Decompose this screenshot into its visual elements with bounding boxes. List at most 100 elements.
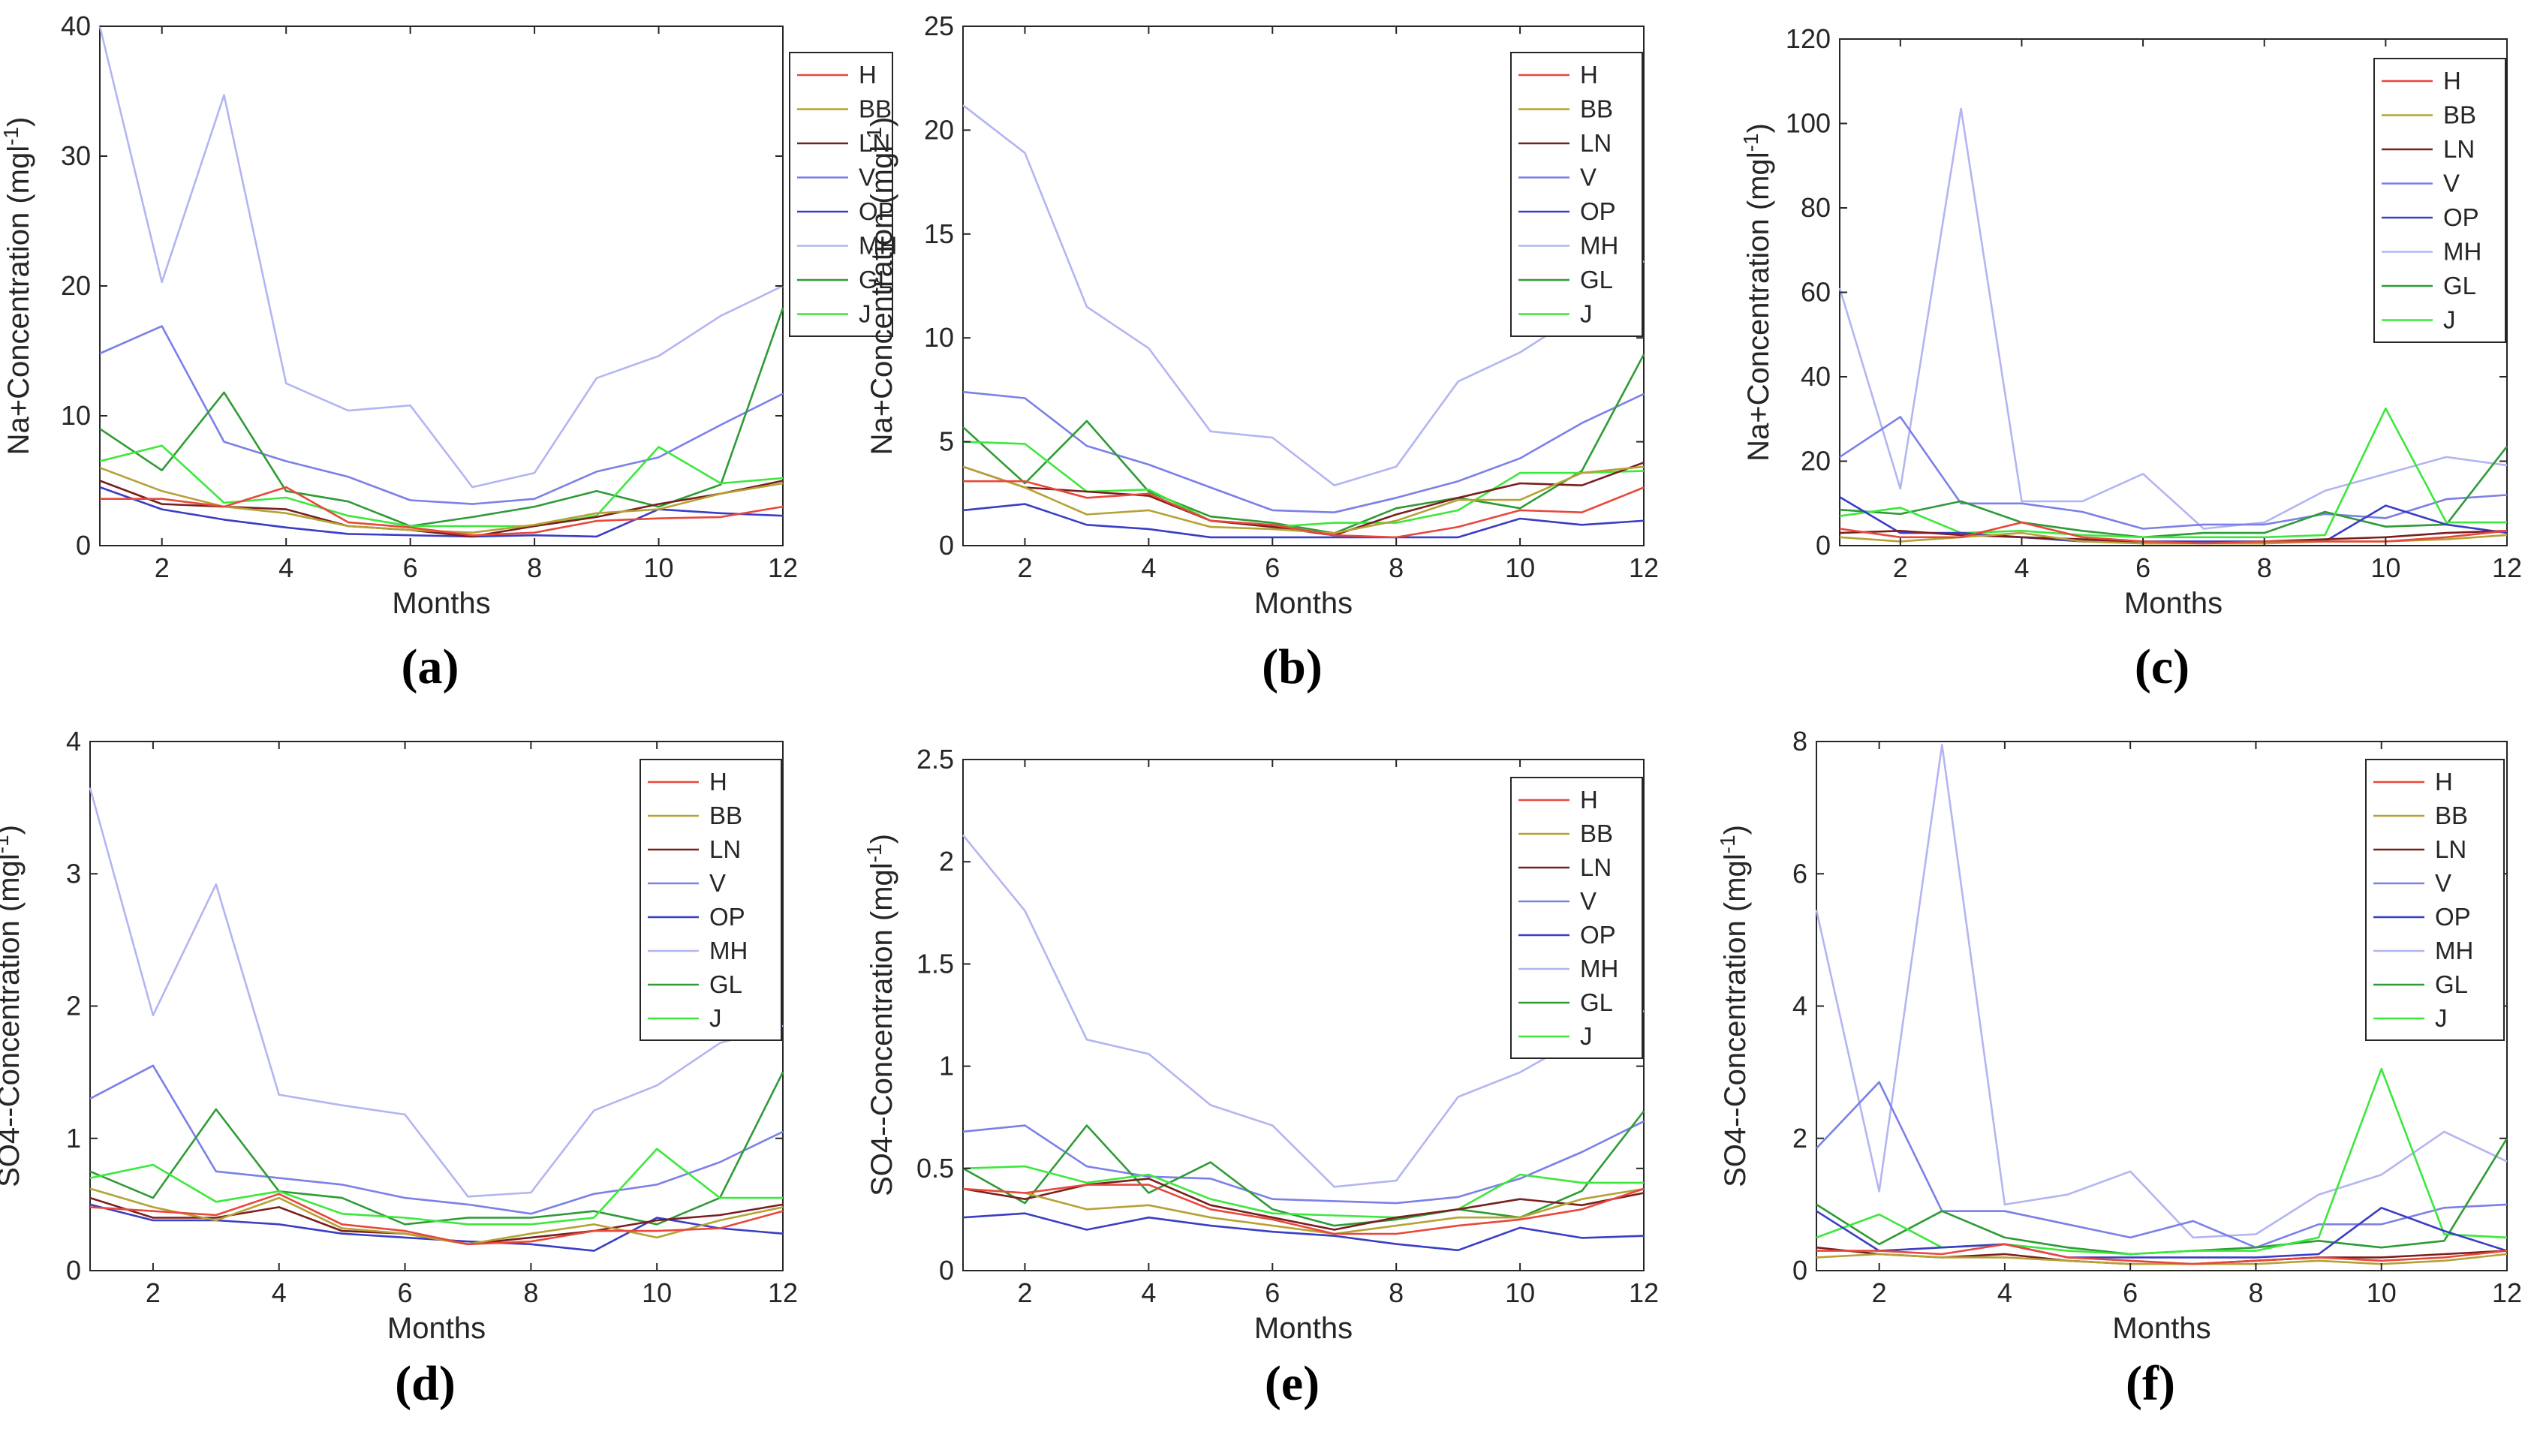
x-tick-label: 4 — [272, 1277, 287, 1308]
x-tick-label: 6 — [1265, 552, 1280, 583]
y-tick-label: 1 — [939, 1051, 954, 1081]
legend-label-h: H — [2435, 768, 2453, 796]
x-tick-label: 2 — [155, 552, 170, 583]
y-tick-label: 6 — [1792, 858, 1807, 889]
series-line-j — [1816, 1067, 2508, 1256]
x-tick-label: 12 — [2492, 552, 2522, 583]
y-tick-label: 2.5 — [916, 744, 954, 775]
chart-panel-2: 2 4 6 8 10 12 0 5 10 15 20 25 Months Na+Concentration… — [862, 11, 1659, 694]
y-tick-label: 4 — [66, 726, 81, 757]
x-tick-label: 6 — [1265, 1277, 1280, 1308]
x-tick-label: 2 — [1017, 1277, 1032, 1308]
x-tick-label: 4 — [2014, 552, 2029, 583]
x-axis-label: Months — [392, 587, 490, 620]
legend-label-ln: LN — [859, 129, 890, 157]
x-axis-label: Months — [1254, 587, 1353, 620]
legend-label-mh: MH — [1580, 232, 1618, 260]
series-line-mh — [89, 787, 784, 1198]
x-tick-label: 10 — [644, 552, 674, 583]
panel-label: (f) — [2126, 1356, 2175, 1411]
series-line-j — [89, 1148, 783, 1226]
chart-panel-6: 2 4 6 8 10 12 0 2 4 6 8 Months SO4--Concentration (m… — [1716, 726, 2522, 1411]
legend-label-j: J — [709, 1004, 722, 1032]
series-line-j — [962, 441, 1645, 528]
legend-label-gl: GL — [2435, 970, 2468, 998]
legend-box — [2373, 58, 2506, 343]
y-tick-label: 2 — [939, 846, 954, 877]
legend-label-mh: MH — [859, 232, 897, 260]
y-tick-label: 3 — [66, 858, 81, 889]
legend-label-j: J — [2435, 1004, 2448, 1032]
legend-label-op: OP — [2435, 903, 2471, 931]
y-axis-label: Na+Concentration (mgl-1) — [1739, 123, 1775, 462]
chart-panel-3: 2 4 6 8 10 12020406080100120MonthsNa+Concentr… — [1739, 23, 2522, 694]
y-tick-label: 0 — [1816, 530, 1831, 561]
x-tick-label: 12 — [768, 1277, 798, 1308]
series-line-op — [99, 486, 784, 538]
legend-label-gl: GL — [709, 970, 742, 998]
legend-label-v: V — [1580, 887, 1597, 915]
series-line-mh — [1815, 744, 2508, 1239]
series-line-bb — [1816, 1253, 2508, 1265]
y-tick-label: 15 — [924, 218, 954, 249]
x-tick-label: 2 — [1872, 1277, 1887, 1308]
x-tick-label: 8 — [2257, 552, 2272, 583]
series-line-gl — [962, 1110, 1645, 1227]
legend-label-v: V — [859, 164, 875, 191]
series-line-h — [962, 1184, 1645, 1235]
x-tick-label: 12 — [1629, 1277, 1659, 1308]
y-tick-label: 0 — [939, 1255, 954, 1286]
legend-label-ln: LN — [1580, 853, 1612, 881]
panel-label: (c) — [2135, 639, 2189, 694]
chart-panel-1: 2 4 6 8 10 12 0 10 20 30 40 Months Na+Concentration … — [0, 11, 897, 694]
x-axis-label: Months — [387, 1312, 486, 1345]
y-axis-label: Na+Concentration (mgl-1) — [862, 117, 898, 456]
series-line-j — [962, 1165, 1644, 1219]
x-tick-label: 10 — [1505, 552, 1535, 583]
x-tick-label: 6 — [398, 1277, 413, 1308]
legend-label-ln: LN — [1580, 129, 1612, 157]
series-line-op — [1839, 496, 2508, 543]
legend-label-v: V — [2443, 170, 2460, 197]
chart-panel-5: 2 4 6 8 10 12 0 0.5 1 1.5 2 2.5 Months SO4--Concentra… — [862, 744, 1659, 1411]
legend: H BB LN V OP MH GL J — [1510, 52, 1643, 337]
series-line-v — [1816, 1081, 2508, 1249]
y-tick-label: 30 — [61, 140, 91, 171]
legend-label-ln: LN — [2443, 135, 2475, 163]
series-line-v — [89, 1064, 784, 1215]
x-tick-label: 8 — [1389, 1277, 1404, 1308]
y-axis-label: SO4--Concentration (mgl-1) — [0, 825, 26, 1187]
y-tick-label: 0 — [1792, 1255, 1807, 1286]
y-tick-label: 8 — [1792, 726, 1807, 757]
legend-label-gl: GL — [1580, 266, 1613, 293]
y-tick-label: 1 — [66, 1123, 81, 1154]
series-line-j — [1839, 407, 2507, 539]
x-tick-label: 10 — [642, 1277, 672, 1308]
x-tick-label: 8 — [2248, 1277, 2263, 1308]
legend-box — [1510, 52, 1643, 337]
x-axis-label: Months — [1254, 1312, 1353, 1345]
series-line-h — [1816, 1243, 2508, 1265]
series-line-mh — [962, 104, 1645, 487]
x-tick-label: 6 — [403, 552, 418, 583]
x-tick-label: 4 — [1141, 552, 1156, 583]
series-line-h — [1839, 521, 2508, 545]
series-line-bb — [962, 465, 1645, 534]
x-tick-label: 10 — [2367, 1277, 2397, 1308]
series-line-h — [963, 480, 1645, 539]
series-line-h — [100, 486, 784, 537]
y-tick-label: 0.5 — [916, 1153, 954, 1184]
legend-label-ln: LN — [2435, 835, 2466, 863]
legend-label-h: H — [859, 61, 877, 89]
legend: H BB LN V OP MH GL J — [640, 759, 782, 1041]
legend-label-h: H — [709, 768, 727, 796]
y-tick-label: 25 — [924, 11, 954, 41]
series-line-h — [89, 1193, 784, 1246]
y-tick-label: 4 — [1792, 991, 1807, 1021]
legend-label-bb: BB — [1580, 95, 1613, 123]
y-tick-label: 5 — [939, 426, 954, 457]
legend-label-mh: MH — [2435, 937, 2473, 964]
legend-box — [1510, 777, 1643, 1059]
y-tick-label: 20 — [1801, 446, 1831, 477]
